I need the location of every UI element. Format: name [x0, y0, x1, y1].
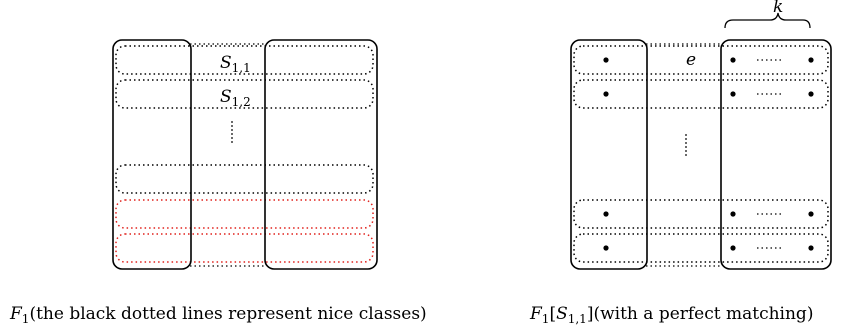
vertex	[808, 91, 814, 97]
vertex	[730, 211, 736, 217]
label-s11: S1,1	[220, 53, 251, 75]
right-figure: k e	[570, 0, 832, 270]
red-class-row-1	[115, 199, 374, 229]
vertex-row-2	[603, 91, 814, 97]
vertex-row-1	[603, 57, 814, 63]
vertex-row-3	[603, 211, 814, 217]
vertical-ellipsis-right	[685, 134, 687, 156]
vertex	[603, 57, 609, 63]
vertex	[808, 211, 814, 217]
label-k: k	[773, 0, 783, 17]
vertex	[603, 91, 609, 97]
right-part-box	[264, 39, 378, 270]
matching-row-2	[573, 79, 829, 109]
label-s12: S1,2	[220, 87, 251, 109]
left-part-box-right	[570, 39, 648, 270]
matching-row-4	[573, 233, 829, 263]
vertex	[808, 245, 814, 251]
left-part-box	[112, 39, 192, 270]
k-brace	[724, 12, 811, 29]
matching-row-3	[573, 199, 829, 229]
vertex	[730, 91, 736, 97]
matching-row-1	[573, 45, 829, 75]
right-part-box-right	[720, 39, 832, 270]
label-e: e	[686, 50, 696, 70]
vertex	[730, 245, 736, 251]
vertex-row-4	[603, 245, 814, 251]
red-class-row-2	[115, 233, 374, 263]
right-caption: F1[S1,1](with a perfect matching)	[529, 304, 813, 326]
vertex	[603, 245, 609, 251]
class-row-last-nice	[115, 164, 374, 194]
vertical-ellipsis-left	[231, 121, 233, 143]
vertex	[730, 57, 736, 63]
left-figure: S1,1 S1,2	[112, 39, 378, 270]
vertex	[808, 57, 814, 63]
class-row-s11	[115, 45, 374, 75]
vertex	[603, 211, 609, 217]
class-row-s12	[115, 79, 374, 109]
left-caption: F1(the black dotted lines represent nice…	[9, 304, 427, 326]
